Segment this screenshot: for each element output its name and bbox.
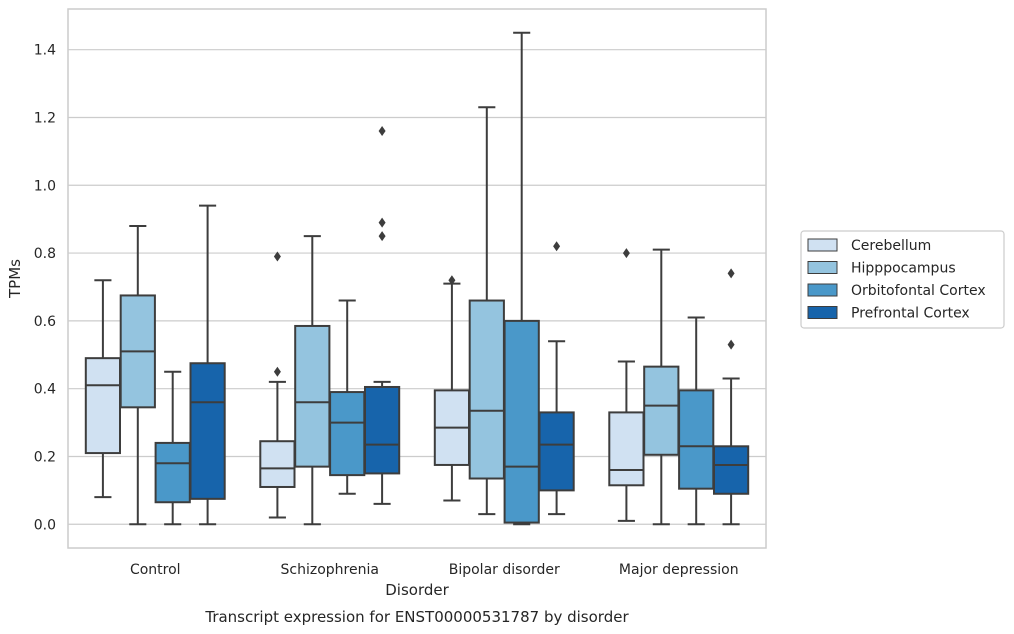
legend-swatch (807, 306, 838, 319)
box-cerebellum (84, 279, 122, 499)
box-iqr (294, 324, 331, 468)
y-tick-label: 1.2 (34, 110, 56, 126)
box-prefrontal-cortex (712, 268, 750, 526)
box-iqr (259, 440, 296, 488)
x-tick-label: Control (130, 562, 181, 578)
y-tick-label: 0.4 (34, 382, 56, 398)
box-prefrontal-cortex (538, 241, 575, 516)
box-iqr (329, 391, 366, 477)
plot-frame (67, 8, 767, 549)
box-iqr (643, 365, 680, 456)
outlier-point (273, 251, 281, 262)
legend: Cerebellum Hipppocampus Orbitofontal Corte… (800, 230, 1005, 329)
box-iqr (503, 319, 540, 524)
x-axis-label: Disorder (385, 581, 449, 599)
legend-frame (800, 230, 1005, 329)
box-orbitofontal-cortex (154, 370, 191, 526)
outlier-point (378, 217, 386, 228)
y-tick-label: 1.4 (34, 43, 56, 59)
y-tick-label: 0.0 (34, 517, 56, 533)
outlier-point (448, 275, 456, 286)
y-axis-ticks: 0.0 0.2 0.4 0.6 0.8 1.0 1.2 1.4 (34, 43, 56, 534)
box-cerebellum (608, 248, 645, 522)
y-tick-label: 0.2 (34, 449, 56, 465)
outlier-point (727, 268, 735, 279)
box-iqr (608, 411, 645, 487)
box-iqr (538, 411, 575, 492)
y-axis-label: TPMs (6, 259, 24, 299)
y-tick-label: 1.0 (34, 178, 56, 194)
box-iqr (363, 385, 401, 475)
box-orbitofontal-cortex (678, 316, 715, 526)
x-tick-label: Schizophrenia (281, 562, 379, 578)
box-iqr (712, 445, 750, 495)
legend-entry-label: Orbitofontal Cortex (851, 283, 986, 299)
outlier-point (273, 366, 281, 377)
plot-area (84, 31, 750, 526)
chart-caption: Transcript expression for ENST0000053178… (204, 608, 629, 626)
legend-swatch (807, 261, 838, 274)
legend-swatch (807, 238, 838, 252)
box-cerebellum (433, 275, 471, 502)
y-tick-label: 0.6 (34, 314, 56, 330)
outlier-point (622, 248, 630, 259)
legend-entry-label: Prefrontal Cortex (851, 306, 970, 322)
box-cerebellum (259, 251, 296, 519)
x-axis-ticks: Control Schizophrenia Bipolar disorder Majo… (130, 562, 739, 578)
outlier-point (727, 339, 735, 350)
x-tick-label: Bipolar disorder (449, 562, 560, 578)
legend-entry-label: Hipppocampus (851, 261, 956, 277)
box-prefrontal-cortex (189, 204, 226, 526)
outlier-point (553, 241, 561, 252)
legend-entry-label: Cerebellum (851, 238, 931, 254)
outlier-point (378, 126, 386, 137)
outlier-point (378, 231, 386, 242)
box-hipppocampus (294, 235, 331, 526)
y-tick-label: 0.8 (34, 246, 56, 262)
box-prefrontal-cortex (363, 126, 401, 505)
box-iqr (84, 357, 122, 455)
box-hipppocampus (119, 224, 156, 526)
box-iqr (678, 389, 715, 490)
box-iqr (189, 362, 226, 500)
box-iqr (154, 441, 191, 504)
x-tick-label: Major depression (619, 562, 739, 578)
legend-swatch (807, 283, 838, 297)
box-iqr (468, 299, 505, 480)
